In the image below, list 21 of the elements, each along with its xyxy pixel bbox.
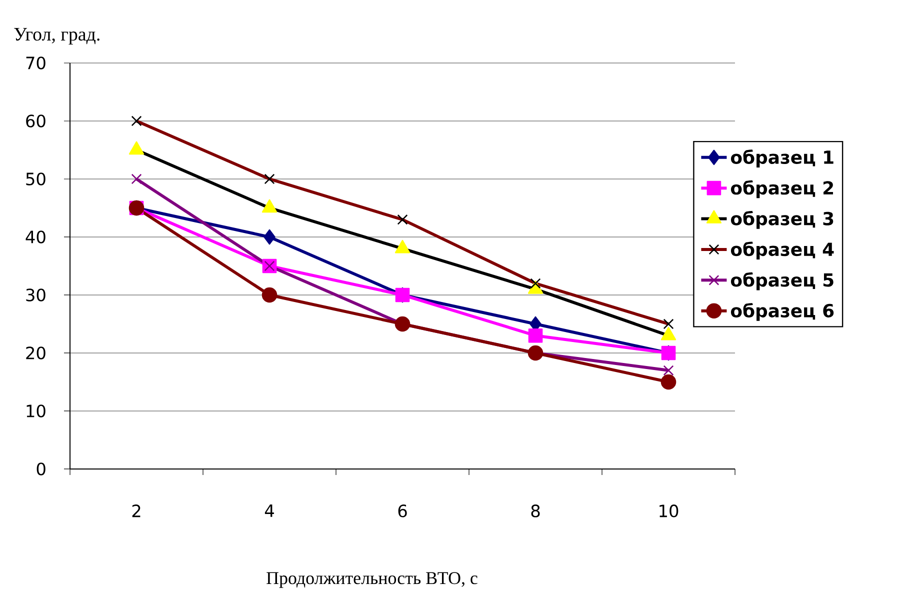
x-tick-label: 10 bbox=[660, 504, 678, 518]
y-axis-title: Угол, град. bbox=[14, 28, 100, 44]
legend-label: образец 1 bbox=[730, 150, 834, 168]
y-tick-label: 50 bbox=[26, 172, 46, 186]
legend-label: образец 3 bbox=[730, 210, 834, 229]
legend-label: образец 5 bbox=[730, 272, 834, 290]
y-tick-label: 30 bbox=[26, 288, 46, 302]
x-tick-label: 8 bbox=[531, 504, 540, 518]
x-tick-label: 6 bbox=[398, 504, 407, 518]
y-tick-label: 10 bbox=[26, 404, 46, 418]
x-tick-label: 2 bbox=[132, 504, 140, 518]
x-axis-title: Продолжительность ВТО, с bbox=[266, 572, 478, 588]
y-tick-label: 60 bbox=[26, 114, 46, 128]
x-tick-label: 4 bbox=[264, 504, 274, 517]
legend-label: образец 2 bbox=[730, 180, 834, 198]
y-tick-label: 20 bbox=[26, 346, 46, 360]
legend-label: образец 4 bbox=[730, 242, 834, 260]
y-tick-label: 0 bbox=[36, 462, 46, 476]
legend-label: образец 6 bbox=[730, 302, 834, 321]
y-tick-label: 40 bbox=[26, 230, 46, 244]
y-tick-label: 70 bbox=[26, 56, 46, 70]
